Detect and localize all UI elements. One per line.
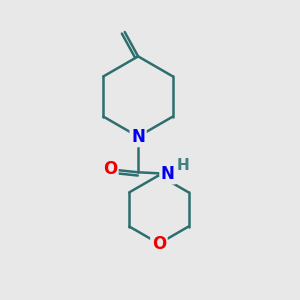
- Text: O: O: [103, 160, 117, 178]
- Text: N: N: [161, 165, 175, 183]
- Text: O: O: [152, 235, 166, 253]
- Text: N: N: [131, 128, 145, 146]
- Text: H: H: [177, 158, 190, 173]
